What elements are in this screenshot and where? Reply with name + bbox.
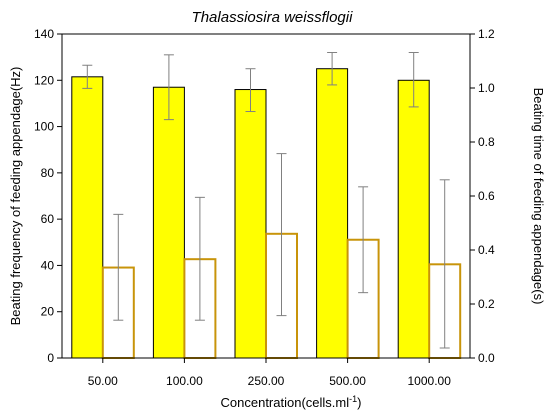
y-tick-label: 20 (41, 305, 55, 319)
frequency-bar (397, 79, 430, 359)
y2-tick-label: 0.8 (478, 135, 495, 149)
x-tick-label: 500.00 (329, 374, 366, 388)
y-tick-label: 40 (41, 258, 55, 272)
y2-tick-label: 0.2 (478, 297, 495, 311)
y2-tick-label: 1.2 (478, 27, 495, 41)
y2-axis-title: Beating time of feeding appendage(s) (531, 88, 546, 305)
bars (71, 68, 462, 360)
x-tick-label: 250.00 (248, 374, 285, 388)
y2-tick-label: 0.0 (478, 351, 495, 365)
x-tick-label: 50.00 (88, 374, 118, 388)
x-axis-title-superscript: -1 (349, 394, 357, 404)
right-y-axis: 0.0 0.2 0.4 0.6 0.8 1.0 1.2 (470, 27, 495, 365)
frequency-bar (316, 68, 349, 359)
left-y-axis: 0 20 40 60 80 100 120 140 (34, 27, 62, 365)
x-axis-title: Concentration(cells.ml-1) (221, 394, 362, 410)
y2-tick-label: 0.4 (478, 243, 495, 257)
y-tick-label: 80 (41, 166, 55, 180)
x-axis-title-end: ) (357, 395, 361, 410)
y-tick-label: 140 (34, 27, 54, 41)
error-bars (82, 52, 450, 349)
frequency-bar (152, 86, 185, 359)
x-axis: 50.00 100.00 250.00 500.00 1000.00 (88, 358, 451, 388)
y-axis-title: Beating frequency of feeding appendage(H… (8, 67, 23, 326)
time-bar (346, 238, 380, 360)
chart-title: Thalassiosira weissflogii (192, 9, 354, 26)
y2-tick-label: 1.0 (478, 81, 495, 95)
x-axis-title-main: Concentration(cells.ml (221, 395, 350, 410)
x-tick-label: 1000.00 (408, 374, 452, 388)
y-tick-label: 60 (41, 212, 55, 226)
x-tick-label: 100.00 (166, 374, 203, 388)
frequency-bar (234, 89, 267, 359)
frequency-bar (71, 76, 104, 359)
y-tick-label: 100 (34, 120, 54, 134)
y-tick-label: 0 (47, 351, 54, 365)
y2-tick-label: 0.6 (478, 189, 495, 203)
y-tick-label: 120 (34, 73, 54, 87)
